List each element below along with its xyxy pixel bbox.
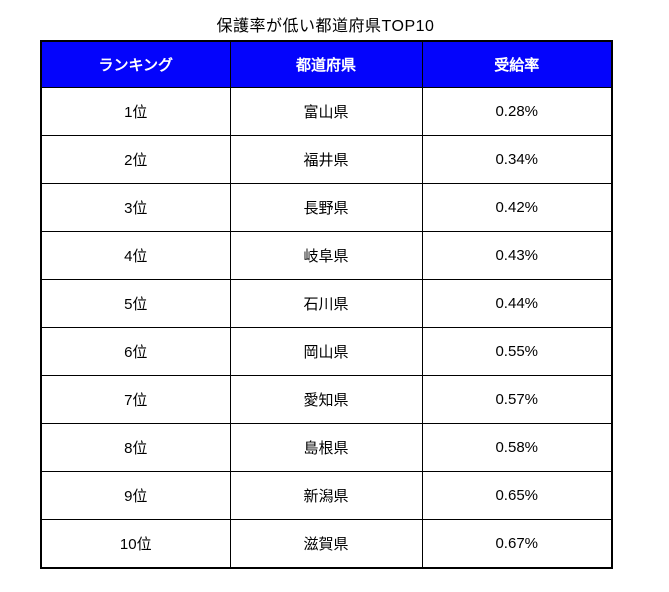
prefecture-cell: 岡山県 [229,327,423,376]
rank-cell: 1位 [40,87,231,136]
prefecture-cell: 福井県 [229,135,423,184]
rank-cell: 3位 [40,183,231,232]
prefecture-cell: 島根県 [229,423,423,472]
prefecture-cell: 石川県 [229,279,423,328]
table-row: 3位 長野県 0.42% [40,183,613,232]
page-title: 保護率が低い都道府県TOP10 [216,18,435,35]
table-row: 10位 滋賀県 0.67% [40,519,613,569]
rate-cell: 0.43% [421,231,613,280]
prefecture-cell: 長野県 [229,183,423,232]
ranking-table: ランキング 都道府県 受給率 1位 富山県 0.28% 2位 福井県 0.34% 3位 長野県… [40,40,613,569]
rank-cell: 2位 [40,135,231,184]
table-row: 8位 島根県 0.58% [40,423,613,472]
table-body: 1位 富山県 0.28% 2位 福井県 0.34% 3位 長野県 0.42% 4位 岐阜県 0.43%… [40,87,613,569]
header-prefecture: 都道府県 [229,40,423,88]
table-row: 9位 新潟県 0.65% [40,471,613,520]
rate-cell: 0.65% [421,471,613,520]
header-row: ランキング 都道府県 受給率 [40,40,613,88]
rank-cell: 8位 [40,423,231,472]
prefecture-cell: 新潟県 [229,471,423,520]
rate-cell: 0.28% [421,87,613,136]
rank-cell: 5位 [40,279,231,328]
table-header: ランキング 都道府県 受給率 [40,40,613,88]
header-rate: 受給率 [421,40,613,88]
rank-cell: 4位 [40,231,231,280]
prefecture-cell: 岐阜県 [229,231,423,280]
rate-cell: 0.44% [421,279,613,328]
table-row: 7位 愛知県 0.57% [40,375,613,424]
table-row: 4位 岐阜県 0.43% [40,231,613,280]
rank-cell: 6位 [40,327,231,376]
table-row: 1位 富山県 0.28% [40,87,613,136]
rate-cell: 0.55% [421,327,613,376]
rate-cell: 0.34% [421,135,613,184]
table-row: 6位 岡山県 0.55% [40,327,613,376]
rank-cell: 10位 [40,519,231,569]
rate-cell: 0.67% [421,519,613,569]
prefecture-cell: 愛知県 [229,375,423,424]
table-row: 2位 福井県 0.34% [40,135,613,184]
table-row: 5位 石川県 0.44% [40,279,613,328]
prefecture-cell: 富山県 [229,87,423,136]
header-ranking: ランキング [40,40,231,88]
rate-cell: 0.42% [421,183,613,232]
rate-cell: 0.58% [421,423,613,472]
rate-cell: 0.57% [421,375,613,424]
prefecture-cell: 滋賀県 [229,519,423,569]
rank-cell: 9位 [40,471,231,520]
rank-cell: 7位 [40,375,231,424]
